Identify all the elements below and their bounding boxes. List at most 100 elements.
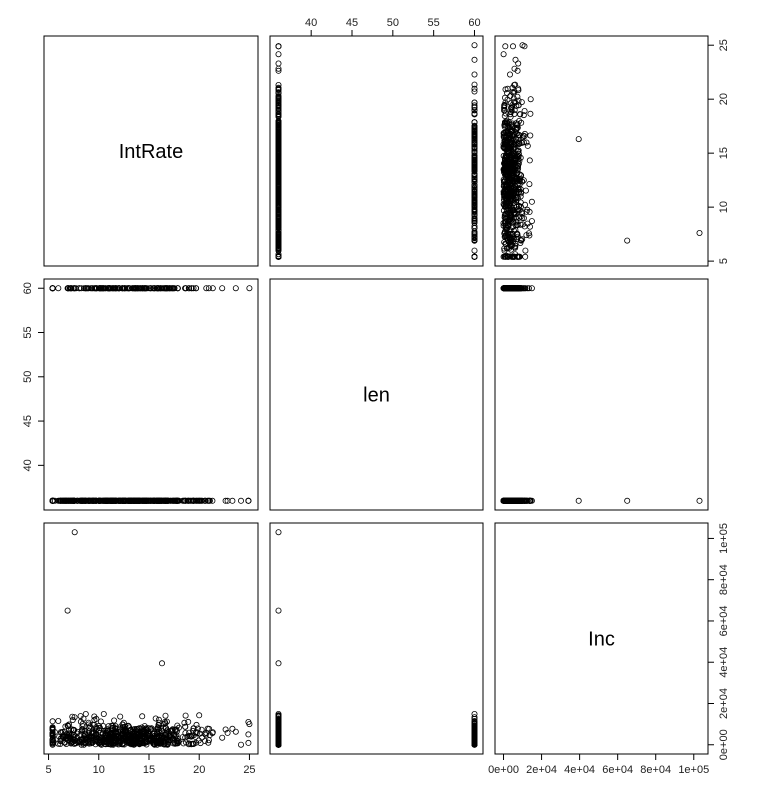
data-point <box>139 285 146 292</box>
panel-frame <box>494 278 709 511</box>
data-point <box>510 178 517 185</box>
data-point <box>471 153 478 160</box>
data-point <box>516 140 523 147</box>
data-point <box>515 153 522 160</box>
tick-label: 60 <box>22 282 34 294</box>
data-point <box>275 713 282 720</box>
data-point <box>471 139 478 146</box>
data-point <box>137 739 144 746</box>
axis-Inc-bottom: 0e+00 2e+04 4e+04 6e+04 8e+04 1e+05 <box>488 753 709 776</box>
data-point <box>168 285 175 292</box>
data-point <box>512 226 519 233</box>
data-point <box>85 497 92 504</box>
data-point <box>275 741 282 748</box>
data-point <box>501 137 508 144</box>
data-point <box>245 731 252 738</box>
data-point <box>192 733 199 740</box>
data-point <box>504 285 511 292</box>
data-point <box>205 737 212 744</box>
data-point <box>232 285 239 292</box>
data-point <box>146 735 153 742</box>
data-point <box>526 157 533 164</box>
data-point <box>275 191 282 198</box>
data-point <box>509 135 516 142</box>
data-point <box>81 497 88 504</box>
data-point <box>160 724 167 731</box>
tick-label: 20 <box>193 764 205 776</box>
data-point <box>275 43 282 50</box>
data-point <box>275 226 282 233</box>
data-point <box>510 219 517 226</box>
data-point <box>193 730 200 737</box>
data-point <box>515 132 522 139</box>
variable-label-IntRate: IntRate <box>119 141 183 163</box>
data-point <box>275 160 282 167</box>
data-point <box>97 741 104 748</box>
data-point <box>471 71 478 78</box>
panel-frame <box>269 522 484 755</box>
data-point <box>504 253 511 260</box>
data-point <box>471 209 478 216</box>
data-point <box>509 497 516 504</box>
data-point <box>520 497 527 504</box>
data-point <box>522 253 529 260</box>
data-point <box>523 139 530 146</box>
data-point <box>523 232 530 239</box>
data-point <box>119 731 126 738</box>
data-point <box>471 145 478 152</box>
data-point <box>206 725 213 732</box>
data-point <box>471 217 478 224</box>
data-point <box>504 127 511 134</box>
data-point <box>195 497 202 504</box>
data-point <box>471 167 478 174</box>
data-point <box>209 497 216 504</box>
data-point <box>76 285 83 292</box>
data-point <box>169 726 176 733</box>
data-point <box>77 718 84 725</box>
data-point <box>113 285 120 292</box>
data-point <box>222 726 229 733</box>
data-point <box>275 178 282 185</box>
data-point <box>508 127 515 134</box>
tick-label: 55 <box>22 326 34 338</box>
data-point <box>136 740 143 747</box>
data-point <box>162 712 169 719</box>
data-point <box>471 182 478 189</box>
data-point <box>143 725 150 732</box>
data-point <box>141 730 148 737</box>
data-point <box>156 740 163 747</box>
data-point <box>71 497 78 504</box>
data-point <box>275 85 282 92</box>
data-point <box>168 727 175 734</box>
data-point <box>237 741 244 748</box>
data-point <box>501 156 508 163</box>
data-point <box>471 224 478 231</box>
panel-IntRate-vs-IntRate: IntRate <box>43 35 259 267</box>
data-point <box>275 136 282 143</box>
tick-label: 50 <box>387 17 399 29</box>
tick-label: 5 <box>718 258 730 264</box>
data-point <box>275 90 282 97</box>
data-point <box>209 285 216 292</box>
data-point <box>508 156 515 163</box>
data-point <box>275 734 282 741</box>
data-point <box>517 111 524 118</box>
data-point <box>89 739 96 746</box>
variable-label-Inc: Inc <box>588 629 615 651</box>
data-point <box>471 81 478 88</box>
data-point <box>471 143 478 150</box>
data-point <box>67 730 74 737</box>
data-point <box>205 739 212 746</box>
data-point <box>510 199 517 206</box>
data-point <box>154 724 161 731</box>
variable-label-len: len <box>363 385 390 407</box>
data-point <box>471 721 478 728</box>
data-point <box>501 119 508 126</box>
data-point <box>126 285 133 292</box>
data-point <box>513 207 520 214</box>
data-point <box>518 237 525 244</box>
axis-IntRate-right: 5 10 15 20 25 <box>707 39 730 264</box>
data-point <box>156 497 163 504</box>
data-point <box>501 143 508 150</box>
data-point <box>193 721 200 728</box>
